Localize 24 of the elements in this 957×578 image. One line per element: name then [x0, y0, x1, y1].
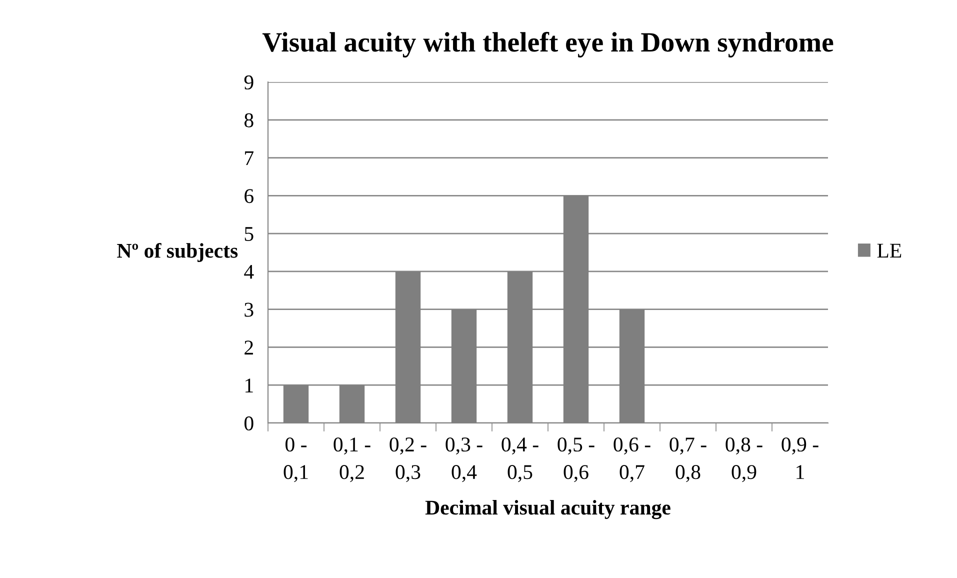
y-tick-label: 7: [245, 151, 254, 166]
y-tick-label: 0: [244, 416, 254, 430]
y-axis-title: Nº of subjects: [117, 242, 238, 262]
x-axis-title: Decimal visual acuity range: [425, 500, 670, 520]
legend-label: LE: [877, 244, 902, 258]
x-tick-label: 0,1 - 0,2: [334, 437, 370, 482]
x-tick-label: 0,3 - 0,4: [446, 437, 482, 482]
y-tick-label: 4: [244, 264, 254, 279]
y-tick-label: 3: [244, 302, 254, 317]
y-tick-label: 2: [244, 340, 253, 354]
x-tick-label: 0,5 - 0,6: [558, 437, 594, 482]
y-tick-label: 6: [244, 189, 254, 204]
x-tick-label: 0,6 - 0,7: [614, 437, 650, 482]
y-tick-label: 1: [246, 378, 253, 392]
chart-title: Visual acuity with theleft eye in Down syndrome: [262, 32, 834, 58]
x-tick-label: 0,9 - 1: [782, 437, 818, 479]
y-tick-label: 9: [244, 75, 254, 90]
x-tick-label: 0 - 0,1: [284, 437, 308, 482]
y-tick-label: 8: [244, 113, 254, 128]
x-tick-label: 0,4 - 0,5: [502, 437, 538, 482]
x-tick-label: 0,2 - 0,3: [390, 437, 426, 482]
x-tick-label: 0,8 - 0,9: [726, 437, 762, 482]
y-tick-label: 5: [244, 227, 254, 241]
x-tick-label: 0,7 - 0,8: [670, 437, 706, 482]
